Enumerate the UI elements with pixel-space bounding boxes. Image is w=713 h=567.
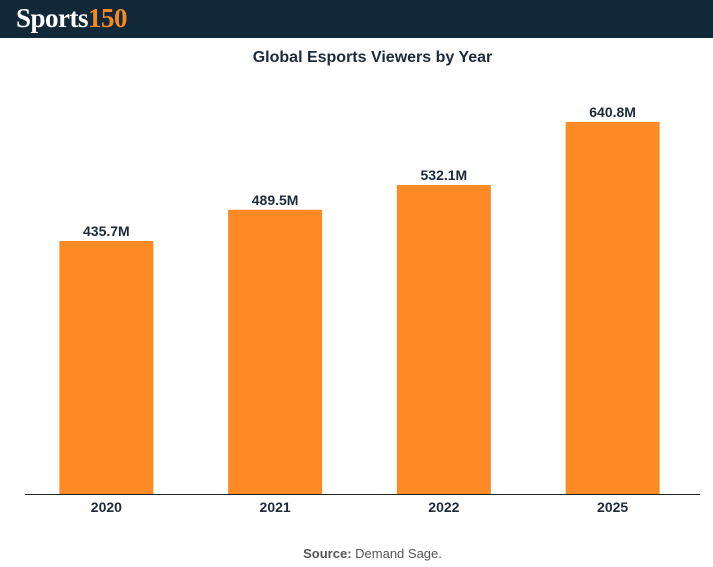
source-text: Demand Sage. [351, 546, 442, 561]
x-tick-label-2025: 2025 [597, 499, 628, 515]
source-note: Source: Demand Sage. [0, 546, 713, 561]
logo-word: Sports [16, 3, 89, 33]
source-label: Source: [303, 546, 352, 561]
data-label-2025: 640.8M [589, 104, 636, 120]
logo-number: 150 [88, 3, 128, 33]
data-label-2021: 489.5M [252, 192, 299, 208]
header-bar: Sports150 [0, 0, 713, 38]
site-logo[interactable]: Sports150 [16, 3, 128, 33]
x-tick-label-2020: 2020 [91, 499, 122, 515]
bar-2021 [228, 209, 323, 494]
chart-title: Global Esports Viewers by Year [252, 49, 493, 66]
x-tick-label-2021: 2021 [260, 499, 291, 515]
bar-2022 [396, 185, 491, 494]
bar-2020 [59, 241, 154, 494]
bar-2025 [565, 121, 660, 495]
x-tick-label-2022: 2022 [428, 499, 459, 515]
data-label-2020: 435.7M [83, 223, 130, 239]
data-label-2022: 532.1M [421, 167, 468, 183]
